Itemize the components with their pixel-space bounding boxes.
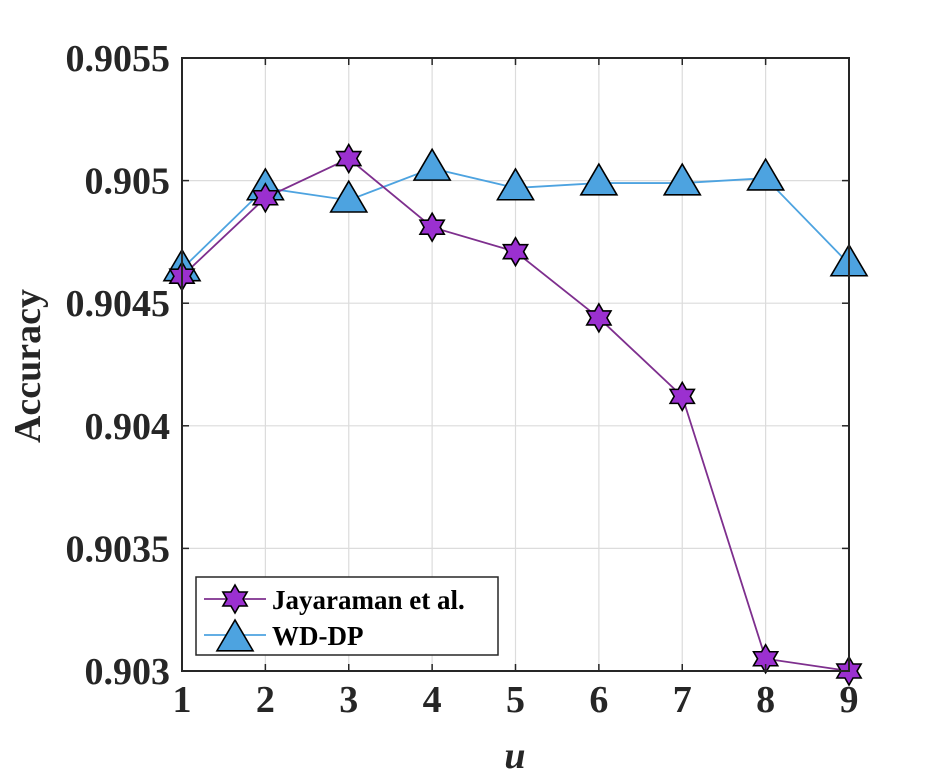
legend-label-wd-dp: WD-DP: [272, 621, 363, 651]
data-point-jayaraman: [251, 182, 279, 214]
x-tick-label: 6: [589, 679, 608, 721]
data-point-jayaraman: [752, 643, 780, 675]
data-point-wd-dp: [746, 157, 786, 191]
data-point-jayaraman: [501, 236, 530, 268]
legend-marker-wd-dp: [215, 618, 255, 652]
y-tick-label: 0.9035: [66, 528, 171, 570]
data-point-wd-dp: [662, 162, 702, 196]
x-tick-label: 4: [423, 679, 442, 721]
data-point-jayaraman: [585, 302, 613, 334]
data-point-wd-dp: [496, 167, 535, 201]
data-point-wd-dp: [329, 179, 369, 213]
y-tick-label: 0.903: [85, 651, 171, 693]
series-layer: [162, 142, 869, 687]
y-tick-label: 0.905: [85, 161, 171, 203]
y-tick-label: 0.904: [85, 406, 171, 448]
x-tick-label: 7: [673, 679, 692, 721]
data-point-wd-dp: [579, 162, 619, 196]
legend-marker-jayaraman: [221, 583, 249, 615]
data-point-jayaraman: [418, 211, 446, 243]
legend: Jayaraman et al. WD-DP: [195, 576, 499, 656]
legend-label-jayaraman: Jayaraman et al.: [272, 585, 465, 615]
y-axis-label: Accuracy: [7, 289, 49, 443]
legend-marker-shape: [215, 618, 255, 652]
x-tick-label: 1: [173, 679, 192, 721]
data-point-wd-dp: [412, 147, 452, 181]
x-axis-label: u: [504, 735, 525, 777]
data-point-jayaraman: [335, 142, 363, 175]
x-tick-label: 8: [756, 679, 775, 721]
x-tick-label: 3: [339, 679, 358, 721]
legend-marker-shape: [221, 583, 249, 615]
data-point-jayaraman: [668, 380, 696, 412]
y-tick-label: 0.9055: [66, 38, 171, 80]
y-tick-label: 0.9045: [66, 283, 171, 325]
axis-ticks: 1 2 3 4 5 6 7 8 9 0.903 0.9035 0.904 0.9045 0.905 0.90…: [66, 38, 859, 721]
x-tick-label: 5: [506, 679, 525, 721]
x-tick-label: 9: [840, 679, 859, 721]
x-tick-label: 2: [256, 679, 275, 721]
